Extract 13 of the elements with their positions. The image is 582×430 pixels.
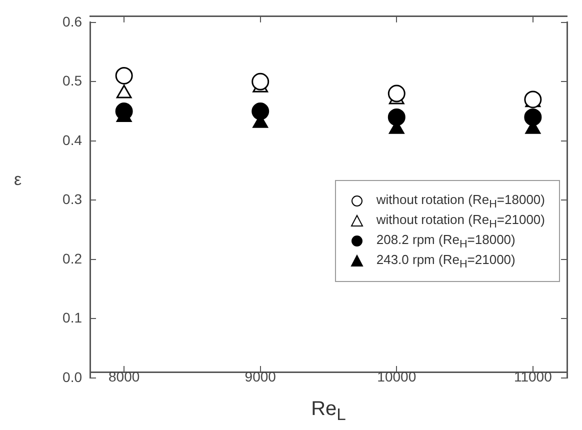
legend-label: without rotation (Re$_{H}$=21000) [376, 212, 545, 230]
y-tick-label: 0.0 [62, 368, 82, 385]
legend-label: without rotation (Re$_{H}$=18000) [376, 192, 545, 210]
y-tick-label: 0.5 [62, 72, 82, 89]
legend-label: 243.0 rpm (Re$_{H}$=21000) [376, 252, 516, 270]
y-tick-label: 0.1 [62, 310, 82, 326]
y-axis-title: ε [14, 170, 22, 190]
y-tick-label: 0.2 [62, 250, 82, 266]
y-tick-label: 0.4 [62, 132, 82, 148]
legend-label: 208.2 rpm (Re$_{H}$=18000) [376, 232, 516, 250]
y-tick-label: 0.3 [62, 191, 82, 208]
y-tick-label: 0.6 [62, 13, 82, 30]
x-axis-title: Re$_{L}$ [310, 398, 347, 425]
